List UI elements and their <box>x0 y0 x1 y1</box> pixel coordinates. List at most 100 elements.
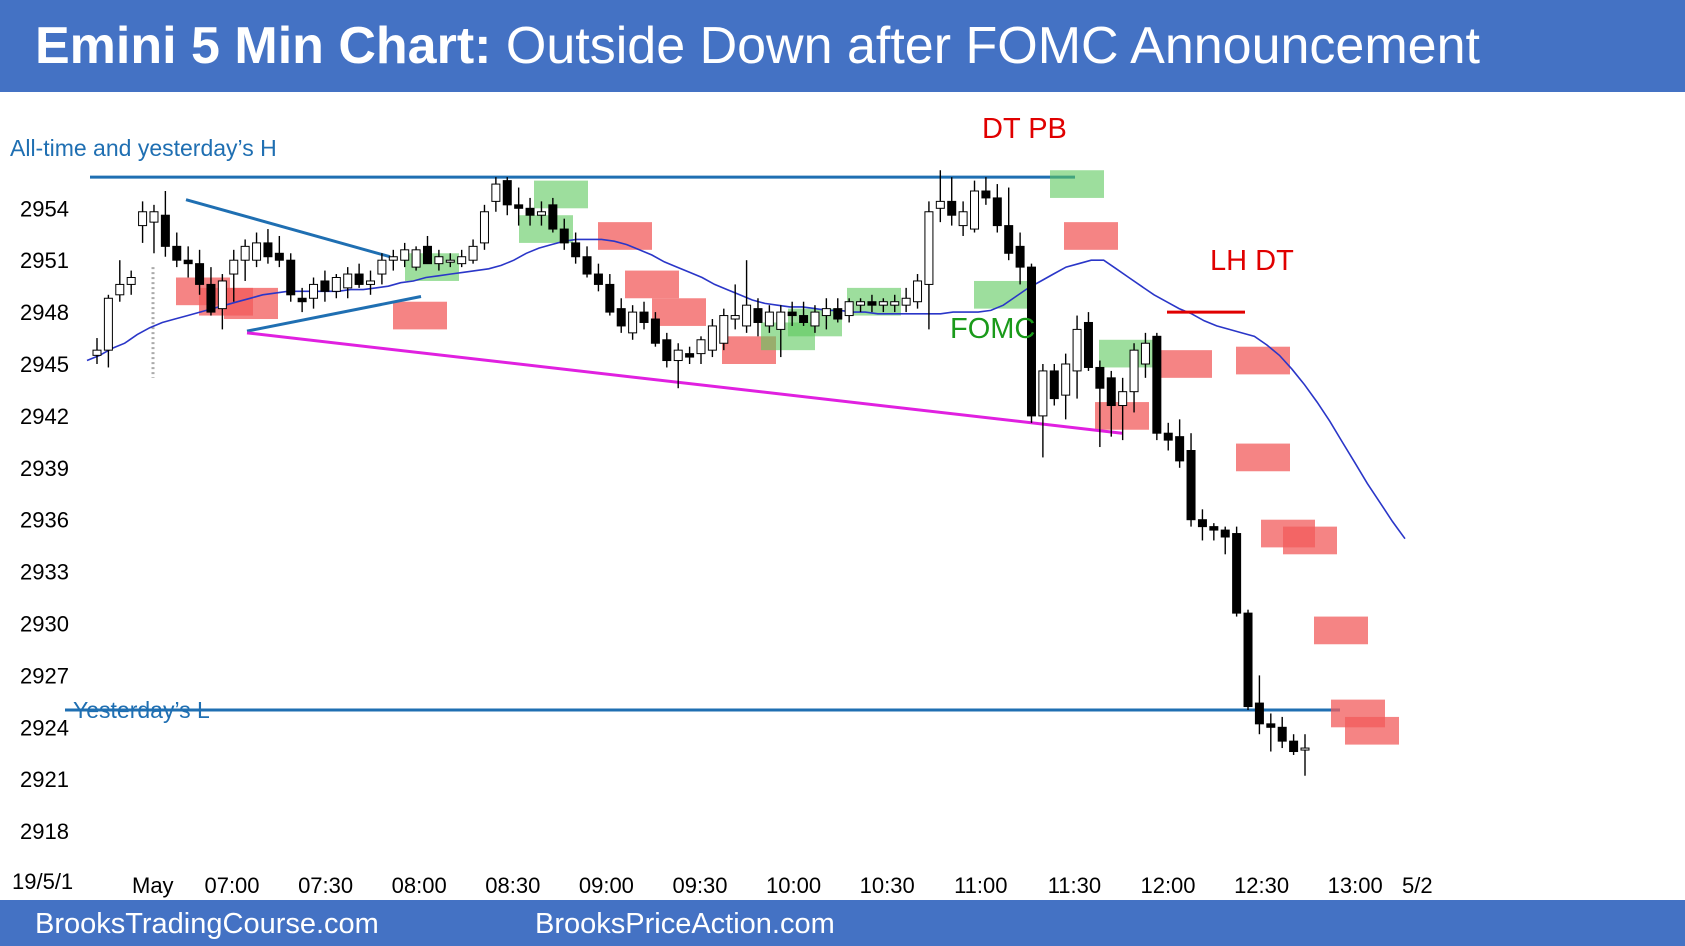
sell-signal-box <box>1236 443 1290 472</box>
candle <box>502 177 512 216</box>
candle-body <box>172 245 182 261</box>
chart-header-banner: Emini 5 Min Chart: Outside Down after FO… <box>0 0 1685 92</box>
x-tick-label: 08:00 <box>392 873 447 898</box>
footer-banner: BrooksTradingCourse.com BrooksPriceActio… <box>0 900 1685 946</box>
candle-body <box>901 297 911 306</box>
candle <box>126 270 136 295</box>
candle <box>252 232 262 268</box>
x-tick-label: 07:00 <box>204 873 259 898</box>
candle <box>331 274 341 299</box>
candle-body <box>548 204 558 230</box>
y-tick-label: 2954 <box>20 196 69 221</box>
candle-body <box>263 242 273 258</box>
candle-body <box>1152 335 1162 434</box>
candle-body <box>183 259 193 265</box>
sell-signal-box <box>1064 222 1118 250</box>
sell-signal-box <box>1345 716 1399 745</box>
candle <box>468 239 478 264</box>
candle <box>628 305 638 340</box>
wedge-lower-line <box>246 295 422 333</box>
candle-body <box>970 190 980 230</box>
candle <box>935 170 945 223</box>
x-tick-label: 09:00 <box>579 873 634 898</box>
candle-body <box>286 259 296 296</box>
candle-body <box>195 263 205 285</box>
candle <box>764 305 774 333</box>
candle-body <box>673 349 683 362</box>
candle-body <box>856 301 866 306</box>
candle-body <box>343 273 353 289</box>
candle <box>856 298 866 313</box>
candle <box>160 191 170 257</box>
candle <box>605 274 615 316</box>
candle <box>1277 716 1287 749</box>
x-axis-labels: 19/5/1 May 07:00 07:30 08:00 08:30 09:00 09:30 1… <box>12 869 1433 898</box>
y-tick-label: 2945 <box>20 352 69 377</box>
candle-body <box>639 311 649 323</box>
candle <box>1140 332 1150 378</box>
candle <box>1209 523 1219 541</box>
candle-body <box>1254 702 1264 725</box>
candle <box>274 235 284 268</box>
candle <box>217 274 227 330</box>
x-tick-label: May <box>132 873 174 898</box>
candle-body <box>650 318 660 344</box>
candle <box>958 201 968 236</box>
candle-body <box>1243 612 1253 708</box>
candle <box>559 218 569 250</box>
candle <box>719 308 729 351</box>
candle-body <box>320 280 330 292</box>
candle <box>1118 377 1128 441</box>
yesterday-high-label: All-time and yesterday’s H <box>10 135 277 161</box>
sell-signal-box <box>1158 350 1212 378</box>
candle-body <box>479 211 489 244</box>
candle <box>138 201 148 243</box>
footer-center-url[interactable]: BrooksPriceAction.com <box>535 908 835 940</box>
candle-body <box>1061 363 1071 396</box>
candle <box>730 284 740 330</box>
candle <box>1186 433 1196 527</box>
candle-body <box>1232 533 1242 614</box>
candle <box>742 260 752 333</box>
candle <box>833 298 843 323</box>
candle-body <box>992 197 1002 227</box>
candle <box>810 305 820 333</box>
candle-body <box>981 190 991 199</box>
candle <box>536 201 546 226</box>
candle <box>1004 187 1014 261</box>
candle <box>1197 509 1207 541</box>
candle <box>309 277 319 309</box>
y-tick-label: 2924 <box>20 715 69 740</box>
candle-body <box>867 301 877 306</box>
chart-title: Emini 5 Min Chart: Outside Down after FO… <box>35 14 1480 78</box>
candle <box>1061 353 1071 420</box>
candle-body <box>559 228 569 244</box>
candle-body <box>935 200 945 209</box>
candle <box>616 298 626 333</box>
x-tick-label: 07:30 <box>298 873 353 898</box>
candle <box>582 246 592 278</box>
candle <box>388 249 398 271</box>
candle-body <box>115 283 125 296</box>
candle-body <box>434 256 444 265</box>
bear-trendline <box>246 331 1123 435</box>
sell-signal-box <box>393 301 447 330</box>
candle <box>571 232 581 264</box>
candle-body <box>593 273 603 285</box>
candle <box>707 319 717 358</box>
candle-body <box>1118 391 1128 407</box>
footer-left-url[interactable]: BrooksTradingCourse.com <box>35 908 379 940</box>
candle-body <box>776 311 786 330</box>
candle <box>1289 734 1299 755</box>
wedge-upper-line <box>185 198 391 259</box>
candle-body <box>1129 349 1139 393</box>
candle <box>1300 734 1310 776</box>
y-tick-label: 2936 <box>20 508 69 533</box>
candle <box>434 249 444 271</box>
candle <box>411 246 421 271</box>
sell-signal-box <box>1236 346 1290 375</box>
level-lines <box>65 175 1340 712</box>
candle-body <box>1015 245 1025 268</box>
candle-body <box>662 339 672 362</box>
candle <box>924 201 934 330</box>
